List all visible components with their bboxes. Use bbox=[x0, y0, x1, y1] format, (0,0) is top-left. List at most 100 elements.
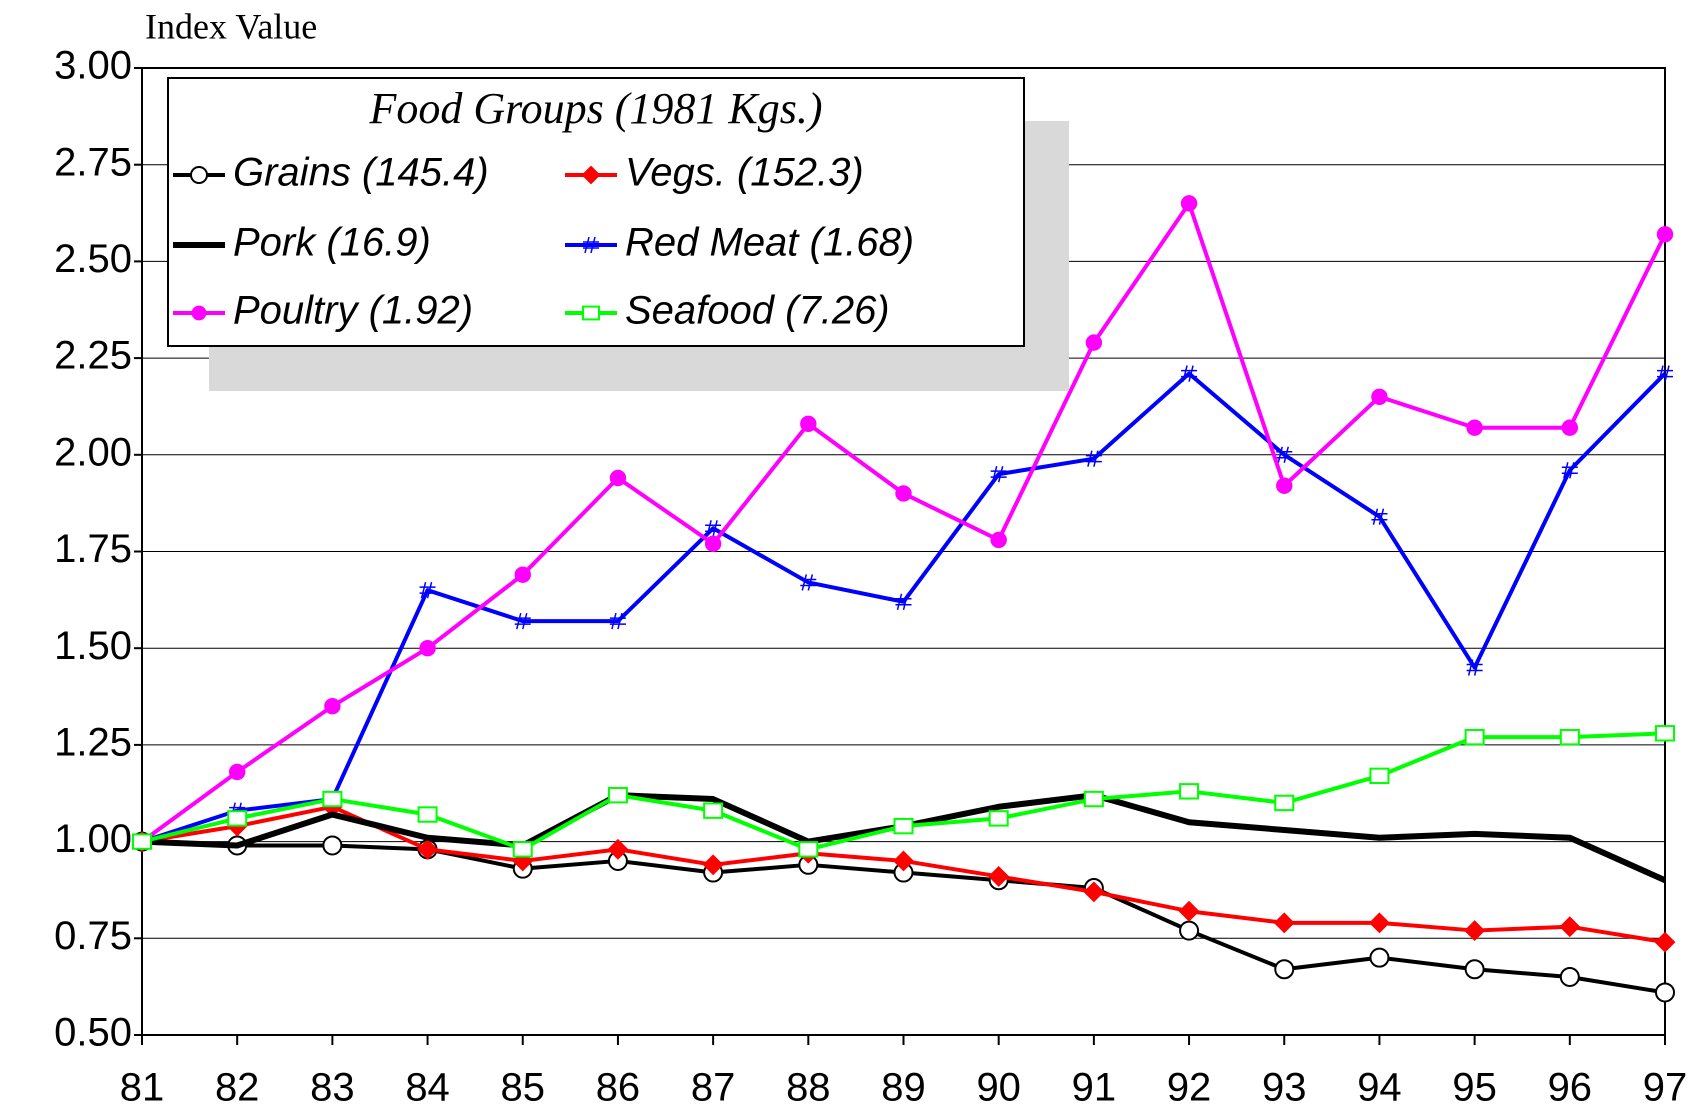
marker bbox=[1656, 226, 1674, 243]
y-tick-label: 2.25 bbox=[54, 334, 132, 378]
y-tick-label: 2.00 bbox=[54, 430, 132, 474]
y-tick-label: 0.75 bbox=[54, 914, 132, 958]
marker bbox=[1655, 725, 1675, 742]
legend-label: Poultry (1.92) bbox=[233, 289, 473, 333]
marker bbox=[419, 581, 436, 599]
marker bbox=[417, 838, 438, 860]
marker bbox=[1179, 783, 1200, 800]
marker bbox=[1274, 959, 1295, 980]
marker bbox=[1369, 912, 1390, 934]
x-tick-label: 85 bbox=[501, 1066, 546, 1110]
marker bbox=[1464, 920, 1486, 941]
series-line bbox=[141, 371, 1667, 844]
marker bbox=[228, 763, 246, 781]
marker bbox=[322, 790, 343, 808]
marker bbox=[893, 850, 914, 872]
x-tick-label: 87 bbox=[691, 1066, 736, 1110]
marker bbox=[1654, 931, 1676, 953]
marker bbox=[417, 806, 438, 823]
x-tick-label: 94 bbox=[1357, 1066, 1402, 1110]
marker bbox=[990, 531, 1007, 549]
x-tick-label: 89 bbox=[881, 1066, 926, 1110]
marker bbox=[1273, 912, 1295, 934]
marker bbox=[1657, 365, 1673, 382]
marker bbox=[1178, 900, 1200, 922]
marker bbox=[1083, 790, 1104, 808]
marker bbox=[1179, 920, 1200, 941]
marker bbox=[1276, 446, 1293, 463]
x-tick-label: 96 bbox=[1548, 1066, 1593, 1110]
y-tick-label: 1.50 bbox=[54, 624, 132, 668]
x-tick-label: 95 bbox=[1452, 1066, 1497, 1110]
y-tick-label: 2.75 bbox=[54, 140, 132, 184]
marker bbox=[988, 810, 1009, 827]
marker bbox=[1276, 477, 1293, 494]
marker bbox=[514, 566, 531, 583]
marker bbox=[703, 802, 724, 819]
marker bbox=[800, 415, 817, 433]
marker bbox=[582, 305, 600, 321]
y-tick-label: 1.00 bbox=[54, 817, 132, 861]
marker bbox=[583, 236, 599, 254]
marker bbox=[1369, 947, 1390, 968]
marker bbox=[609, 469, 627, 487]
marker bbox=[191, 305, 207, 321]
legend-label: Pork (16.9) bbox=[233, 221, 431, 265]
marker bbox=[1561, 462, 1578, 479]
marker bbox=[512, 841, 533, 858]
marker bbox=[132, 833, 152, 850]
marker bbox=[990, 465, 1007, 483]
x-tick-label: 82 bbox=[215, 1066, 260, 1110]
x-tick-label: 83 bbox=[310, 1066, 355, 1110]
legend-label: Vegs. (152.3) bbox=[625, 151, 864, 195]
marker bbox=[514, 612, 531, 630]
marker bbox=[322, 835, 343, 856]
x-tick-label: 81 bbox=[120, 1066, 165, 1110]
marker bbox=[1464, 728, 1485, 746]
marker bbox=[893, 817, 914, 835]
marker bbox=[800, 574, 817, 591]
legend-label: Red Meat (1.68) bbox=[625, 221, 914, 265]
legend-title: Food Groups (1981 Kgs.) bbox=[368, 84, 822, 133]
marker bbox=[798, 841, 819, 858]
marker bbox=[988, 865, 1010, 887]
marker bbox=[1559, 966, 1580, 987]
marker bbox=[1464, 959, 1485, 980]
x-tick-label: 84 bbox=[405, 1066, 450, 1110]
marker bbox=[1371, 388, 1388, 405]
y-axis-label: Index Value bbox=[145, 6, 317, 46]
y-tick-label: 2.50 bbox=[54, 237, 132, 281]
marker bbox=[1559, 916, 1581, 938]
y-tick-label: 1.25 bbox=[54, 720, 132, 764]
marker bbox=[1466, 419, 1483, 436]
x-tick-label: 92 bbox=[1167, 1066, 1212, 1110]
marker bbox=[607, 786, 628, 804]
marker bbox=[705, 520, 722, 537]
x-tick-label: 93 bbox=[1262, 1066, 1307, 1110]
marker bbox=[1083, 881, 1105, 903]
marker bbox=[190, 166, 208, 184]
marker bbox=[1085, 450, 1102, 467]
marker bbox=[1371, 508, 1388, 525]
legend bbox=[167, 77, 1025, 347]
y-tick-label: 3.00 bbox=[54, 44, 132, 88]
marker bbox=[895, 593, 912, 610]
marker bbox=[1274, 794, 1295, 812]
marker bbox=[1655, 982, 1675, 1003]
marker bbox=[1085, 334, 1103, 351]
marker bbox=[704, 535, 722, 552]
legend-label: Seafood (7.26) bbox=[625, 289, 890, 333]
marker bbox=[1180, 195, 1198, 212]
marker bbox=[702, 854, 724, 876]
x-tick-label: 91 bbox=[1072, 1066, 1117, 1110]
marker bbox=[607, 838, 629, 860]
marker bbox=[419, 640, 436, 657]
y-tick-label: 1.75 bbox=[54, 527, 132, 571]
marker bbox=[1181, 365, 1198, 382]
x-tick-label: 88 bbox=[786, 1066, 831, 1110]
marker bbox=[227, 810, 248, 827]
x-tick-label: 97 bbox=[1643, 1066, 1688, 1110]
x-tick-label: 90 bbox=[976, 1066, 1021, 1110]
